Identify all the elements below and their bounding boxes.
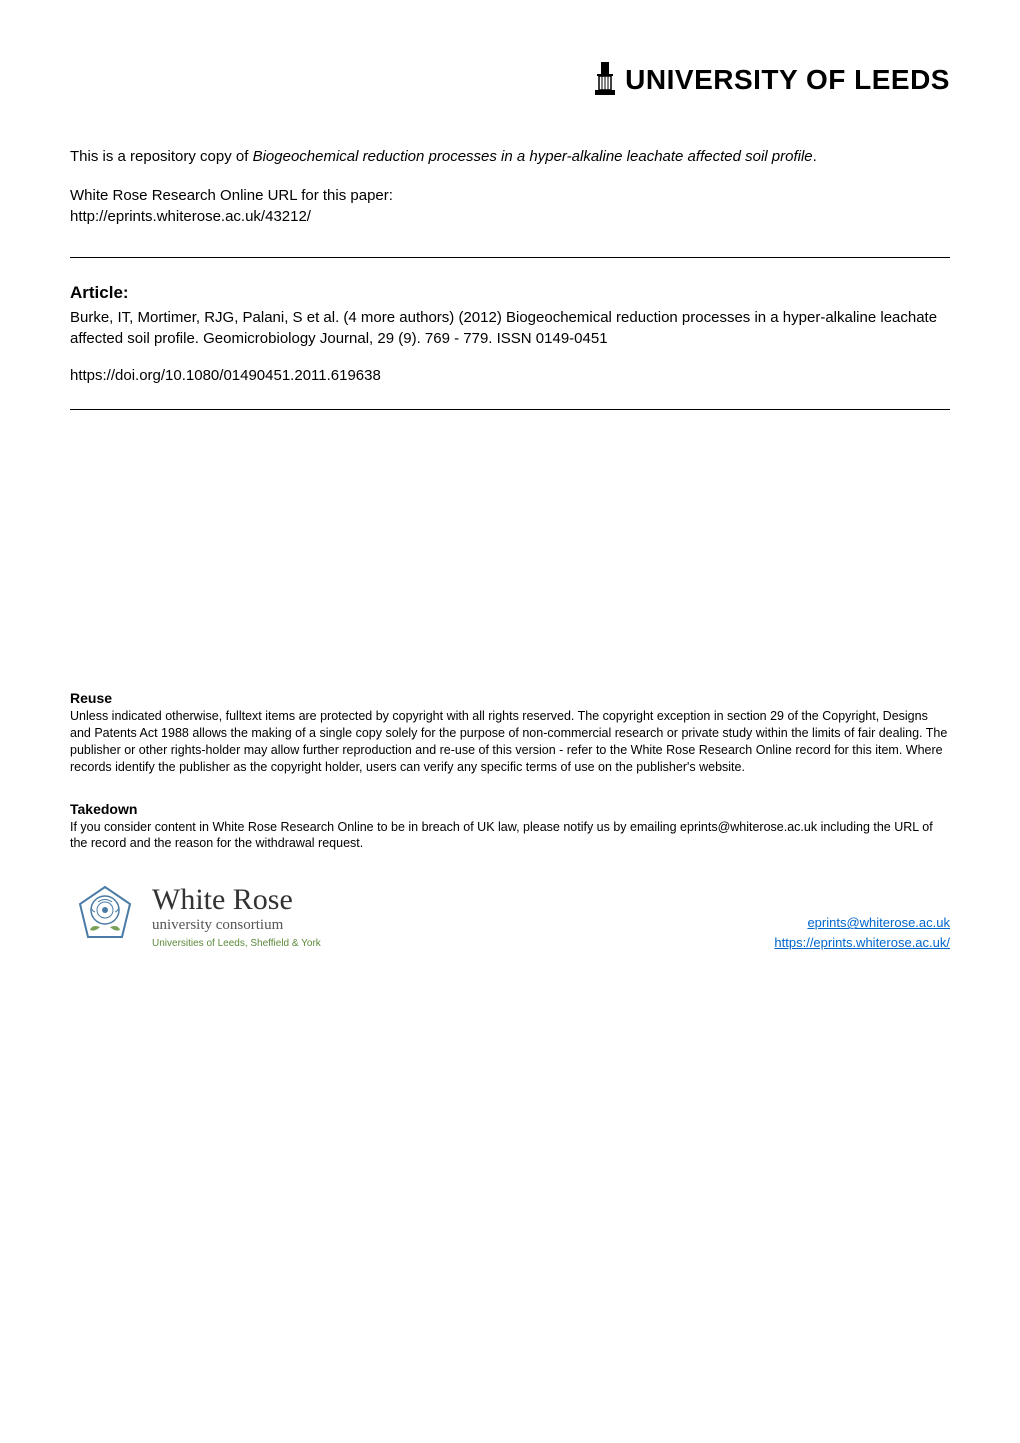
takedown-section: Takedown If you consider content in Whit… [70,801,950,853]
article-doi: https://doi.org/10.1080/01490451.2011.61… [70,367,950,384]
intro-suffix: . [813,148,817,165]
page-header: UNIVERSITY OF LEEDS [70,60,950,96]
repository-intro: This is a repository copy of Biogeochemi… [70,146,950,167]
footer-email-link[interactable]: eprints@whiterose.ac.uk [807,915,950,930]
reuse-section: Reuse Unless indicated otherwise, fullte… [70,690,950,776]
white-rose-logo: White Rose university consortium Univers… [70,882,321,952]
leeds-tower-icon [593,60,617,96]
footer-website-link[interactable]: https://eprints.whiterose.ac.uk/ [774,935,950,950]
page-footer: White Rose university consortium Univers… [70,882,950,952]
takedown-heading: Takedown [70,801,950,817]
university-logo: UNIVERSITY OF LEEDS [593,60,950,96]
consortium-text: university consortium [152,917,321,934]
white-rose-name: White Rose [152,885,321,915]
article-section: Article: Burke, IT, Mortimer, RJG, Palan… [70,283,950,384]
paper-title-italic: Biogeochemical reduction processes in a … [253,148,813,165]
url-section: White Rose Research Online URL for this … [70,185,950,227]
divider-top [70,257,950,258]
reuse-heading: Reuse [70,690,950,706]
footer-logo-text: White Rose university consortium Univers… [152,885,321,949]
url-label: White Rose Research Online URL for this … [70,185,950,206]
paper-url: http://eprints.whiterose.ac.uk/43212/ [70,206,950,227]
universities-text: Universities of Leeds, Sheffield & York [152,938,321,949]
reuse-text: Unless indicated otherwise, fulltext ite… [70,708,950,776]
university-name: UNIVERSITY OF LEEDS [625,64,950,96]
article-heading: Article: [70,283,950,303]
takedown-text: If you consider content in White Rose Re… [70,819,950,853]
intro-section: This is a repository copy of Biogeochemi… [70,146,950,227]
intro-prefix: This is a repository copy of [70,148,253,165]
rose-icon [70,882,140,952]
article-citation: Burke, IT, Mortimer, RJG, Palani, S et a… [70,307,950,349]
divider-bottom [70,409,950,410]
footer-links: eprints@whiterose.ac.uk https://eprints.… [774,913,950,952]
